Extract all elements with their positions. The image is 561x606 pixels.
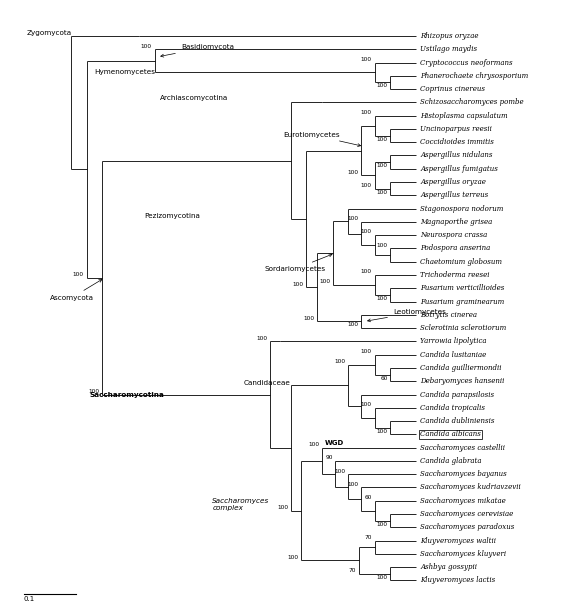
Text: 100: 100 — [361, 402, 372, 407]
Text: 100: 100 — [361, 269, 372, 275]
Text: Fusarium graminearum: Fusarium graminearum — [420, 298, 504, 305]
Text: 100: 100 — [288, 555, 298, 560]
Text: 100: 100 — [376, 136, 388, 142]
Text: Candidaceae: Candidaceae — [243, 380, 291, 386]
Text: 100: 100 — [376, 296, 388, 301]
Text: Ustilago maydis: Ustilago maydis — [420, 45, 477, 53]
Text: Saccharomyces cerevisiae: Saccharomyces cerevisiae — [420, 510, 513, 518]
Text: Saccharomyces bayanus: Saccharomyces bayanus — [420, 470, 507, 478]
Text: 100: 100 — [348, 216, 359, 221]
Text: 100: 100 — [89, 389, 100, 394]
Text: Candida tropicalis: Candida tropicalis — [420, 404, 485, 412]
Text: Ashbya gossypii: Ashbya gossypii — [420, 563, 477, 571]
Text: Fusarium verticillioides: Fusarium verticillioides — [420, 284, 504, 292]
Text: Candida glabrata: Candida glabrata — [420, 457, 482, 465]
Text: Schizosaccharomyces pombe: Schizosaccharomyces pombe — [420, 98, 524, 107]
Text: Chaetomium globosum: Chaetomium globosum — [420, 258, 502, 265]
Text: 100: 100 — [309, 442, 320, 447]
Text: 100: 100 — [361, 57, 372, 62]
Text: Saccharomyces paradoxus: Saccharomyces paradoxus — [420, 524, 514, 531]
Text: Kluyveromyces lactis: Kluyveromyces lactis — [420, 576, 495, 584]
Text: Debaryomyces hansenii: Debaryomyces hansenii — [420, 377, 504, 385]
Text: Zygomycota: Zygomycota — [26, 30, 71, 36]
Text: 100: 100 — [293, 282, 304, 287]
Text: Candida albicans: Candida albicans — [420, 430, 481, 438]
Text: Candida lusitaniae: Candida lusitaniae — [420, 351, 486, 359]
Text: 100: 100 — [361, 110, 372, 115]
Text: 100: 100 — [361, 183, 372, 188]
Text: Candida guilliermondii: Candida guilliermondii — [420, 364, 502, 372]
Text: Podospora anserina: Podospora anserina — [420, 244, 490, 253]
Text: Stagonospora nodorum: Stagonospora nodorum — [420, 205, 504, 213]
Text: 100: 100 — [319, 279, 330, 284]
Text: Leotiomycetes: Leotiomycetes — [367, 309, 446, 322]
Text: 100: 100 — [376, 84, 388, 88]
Text: Pezizomycotina: Pezizomycotina — [144, 213, 200, 219]
Text: 100: 100 — [376, 163, 388, 168]
Text: 100: 100 — [376, 522, 388, 527]
Text: 100: 100 — [304, 316, 314, 321]
Text: Trichoderma reesei: Trichoderma reesei — [420, 271, 490, 279]
Text: WGD: WGD — [325, 439, 344, 445]
Text: 100: 100 — [348, 482, 359, 487]
Text: 100: 100 — [376, 243, 388, 248]
Text: Saccharomycotina: Saccharomycotina — [89, 391, 164, 398]
Text: Cryptococcus neoformans: Cryptococcus neoformans — [420, 59, 513, 67]
Text: Aspergillus fumigatus: Aspergillus fumigatus — [420, 165, 498, 173]
Text: Candida parapsilosis: Candida parapsilosis — [420, 390, 494, 399]
Text: Saccharomyces kluyveri: Saccharomyces kluyveri — [420, 550, 506, 558]
Text: 100: 100 — [73, 272, 84, 277]
Text: Aspergillus oryzae: Aspergillus oryzae — [420, 178, 486, 186]
Text: Coccidioides immitis: Coccidioides immitis — [420, 138, 494, 146]
Text: 60: 60 — [380, 376, 388, 381]
Text: Saccharomyces mikatae: Saccharomyces mikatae — [420, 497, 506, 505]
Text: Basidiomycota: Basidiomycota — [161, 44, 234, 57]
Text: Sordariomycetes: Sordariomycetes — [265, 254, 332, 272]
Text: 100: 100 — [361, 230, 372, 235]
Text: Rhizopus oryzae: Rhizopus oryzae — [420, 32, 479, 40]
Text: Archiascomycotina: Archiascomycotina — [160, 95, 228, 101]
Text: Aspergillus terreus: Aspergillus terreus — [420, 191, 489, 199]
Text: Hymenomycetes: Hymenomycetes — [94, 70, 155, 76]
Text: 60: 60 — [365, 495, 372, 500]
Text: 100: 100 — [348, 322, 359, 327]
Text: 100: 100 — [376, 574, 388, 580]
Text: Uncinoparpus reesii: Uncinoparpus reesii — [420, 125, 492, 133]
Text: Botrytis cinerea: Botrytis cinerea — [420, 311, 477, 319]
Text: 90: 90 — [325, 455, 333, 460]
Text: Candida dubliniensis: Candida dubliniensis — [420, 417, 495, 425]
Text: 100: 100 — [348, 170, 359, 175]
Text: Yarrowia lipolytica: Yarrowia lipolytica — [420, 338, 486, 345]
Text: 70: 70 — [365, 535, 372, 540]
Text: Saccharomyces kudriavzevii: Saccharomyces kudriavzevii — [420, 484, 521, 491]
Text: 100: 100 — [277, 505, 288, 510]
Text: Phanerochaete chrysosporium: Phanerochaete chrysosporium — [420, 72, 528, 80]
Text: Coprinus cinereus: Coprinus cinereus — [420, 85, 485, 93]
Text: 100: 100 — [256, 336, 267, 341]
Text: Neurospora crassa: Neurospora crassa — [420, 231, 488, 239]
Text: 100: 100 — [141, 44, 152, 48]
Text: Histoplasma capsulatum: Histoplasma capsulatum — [420, 112, 508, 119]
Text: Saccharomyces castellii: Saccharomyces castellii — [420, 444, 505, 451]
Text: 100: 100 — [376, 428, 388, 434]
Text: 100: 100 — [335, 359, 346, 364]
Text: 100: 100 — [376, 190, 388, 195]
Text: Kluyveromyces waltii: Kluyveromyces waltii — [420, 536, 496, 545]
Text: Saccharomyces
complex: Saccharomyces complex — [212, 498, 269, 511]
Text: 70: 70 — [349, 568, 356, 573]
Text: Eurotiomycetes: Eurotiomycetes — [283, 132, 361, 147]
Text: 0.1: 0.1 — [24, 596, 35, 602]
Text: Aspergillus nidulans: Aspergillus nidulans — [420, 152, 493, 159]
Text: Sclerotinia sclerotiorum: Sclerotinia sclerotiorum — [420, 324, 507, 332]
Text: 100: 100 — [361, 349, 372, 354]
Text: Ascomycota: Ascomycota — [50, 279, 102, 301]
Text: 100: 100 — [335, 468, 346, 473]
Text: Magnaporthe grisea: Magnaporthe grisea — [420, 218, 493, 226]
